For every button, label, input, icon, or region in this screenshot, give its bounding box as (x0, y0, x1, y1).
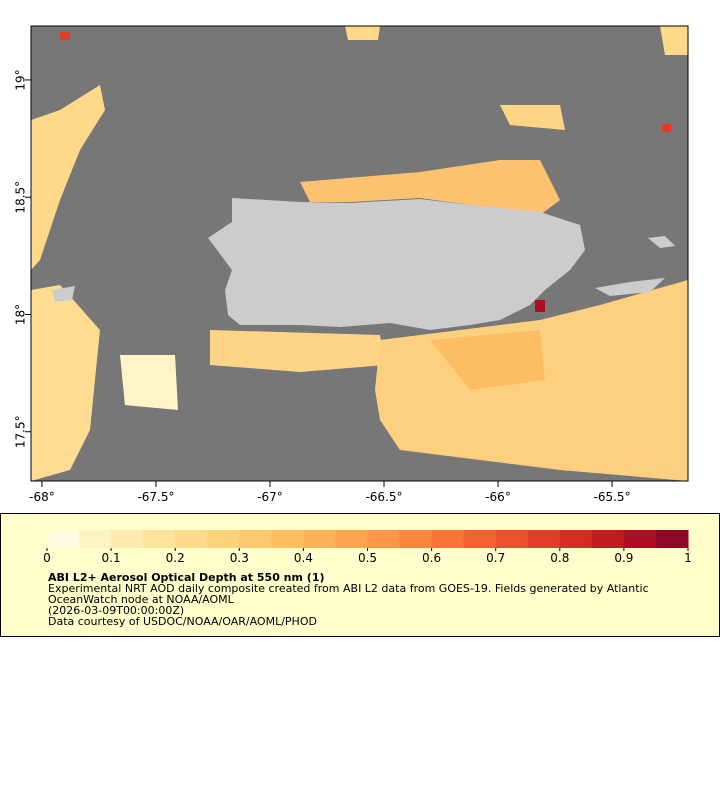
colorbar-step (79, 530, 112, 548)
colorbar-tick-label: 0.9 (614, 551, 633, 565)
aerosol-patch (535, 300, 545, 312)
colorbar-step (111, 530, 144, 548)
y-tick-label: 19° (14, 69, 28, 90)
legend-text: OceanWatch node at NOAA/AOML (48, 593, 235, 606)
aerosol-patch (60, 32, 70, 40)
colorbar-tick-label: 0.3 (230, 551, 249, 565)
aerosol-field (31, 26, 688, 481)
colorbar-step (655, 530, 689, 548)
colorbar-step (175, 530, 208, 548)
aerosol-patch (662, 124, 671, 132)
colorbar-step (335, 530, 368, 548)
colorbar-step (527, 530, 561, 548)
puerto-rico (208, 198, 585, 330)
colorbar-tick-label: 0.7 (486, 551, 505, 565)
aerosol-patch (300, 160, 560, 215)
colorbar-tick-label: 0.2 (166, 551, 185, 565)
y-tick-label: 18.5° (14, 181, 28, 214)
colorbar-step (207, 530, 240, 548)
legend-text: Experimental NRT AOD daily composite cre… (48, 582, 649, 595)
x-tick-label: -66° (485, 490, 511, 504)
mona-island (52, 286, 75, 302)
x-tick-label: -67° (257, 490, 283, 504)
aerosol-patch (345, 26, 380, 40)
colorbar-step (623, 530, 657, 548)
colorbar-tick-label: 0.6 (422, 551, 441, 565)
colorbar-step (559, 530, 593, 548)
colorbar-tick-label: 0.8 (550, 551, 569, 565)
colorbar-step (495, 530, 529, 548)
colorbar-step (143, 530, 176, 548)
colorbar-tick-label: 0.1 (102, 551, 121, 565)
land (52, 198, 675, 330)
x-tick-label: -65.5° (594, 490, 631, 504)
colorbar-step (271, 530, 304, 548)
colorbar-step (463, 530, 497, 548)
aerosol-patch (120, 355, 178, 410)
colorbar-step (431, 530, 465, 548)
y-tick-label: 18° (14, 304, 28, 325)
x-tick-label: -66.5° (365, 490, 402, 504)
aerosol-patch (660, 26, 688, 55)
colorbar-step (303, 530, 336, 548)
colorbar-step (239, 530, 272, 548)
x-tick-label: -67.5° (137, 490, 174, 504)
culebra (648, 236, 675, 248)
colorbar-step (399, 530, 433, 548)
map-frame (30, 25, 689, 482)
colorbar-tick-label: 0.4 (294, 551, 313, 565)
aerosol-patch (210, 330, 385, 372)
aerosol-patch (31, 285, 100, 481)
colorbar-step (367, 530, 401, 548)
legend-text: (2026-03-09T00:00:00Z) (48, 604, 184, 617)
colorbar-tick-label: 1 (684, 551, 692, 565)
x-tick-label: -68° (29, 490, 55, 504)
colorbar-step (47, 530, 80, 548)
legend-text: Data courtesy of USDOC/NOAA/OAR/AOML/PHO… (48, 615, 317, 628)
aerosol-patch (430, 330, 545, 390)
aerosol-patch (500, 105, 565, 130)
legend-title: ABI L2+ Aerosol Optical Depth at 550 nm … (48, 571, 325, 584)
colorbar-tick-label: 0 (43, 551, 51, 565)
colorbar-step (591, 530, 625, 548)
colorbar-tick-label: 0.5 (358, 551, 377, 565)
y-tick-label: 17.5° (14, 415, 28, 448)
aerosol-patch (31, 85, 105, 270)
vieques (595, 278, 665, 296)
